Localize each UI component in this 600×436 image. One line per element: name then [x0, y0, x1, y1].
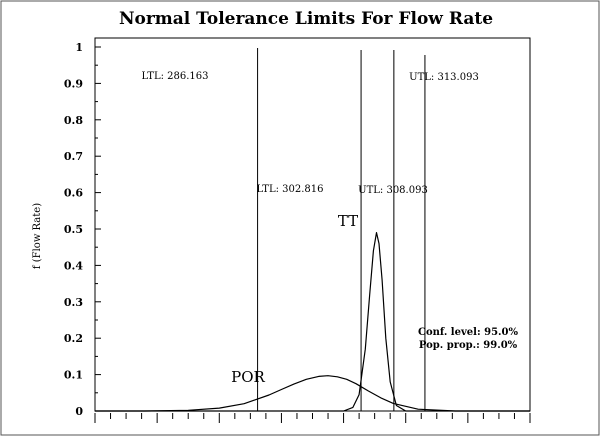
- y-tick-label: 0.5: [64, 223, 83, 236]
- tolerance-limit-label: LTL: 302.816: [256, 184, 323, 195]
- y-axis-label: f (Flow Rate): [32, 203, 43, 269]
- y-tick-label: 0.8: [64, 114, 83, 127]
- series-tt-label: TT: [338, 212, 358, 230]
- y-tick-label: 0.4: [64, 259, 83, 272]
- y-tick-label: 0: [75, 405, 83, 418]
- y-axis-ticks: 0 0.1 0.2 0.3 0.4 0.5 0.6 0.7 0.8 0.9 1: [64, 41, 101, 418]
- conf-level-annotation: Conf. level: 95.0%: [418, 327, 518, 338]
- series-tt-curve: [95, 232, 530, 412]
- y-tick-label: 0.6: [64, 187, 83, 200]
- series-por-label: POR: [231, 368, 265, 386]
- y-tick-label: 0.7: [64, 150, 83, 163]
- y-tick-label: 0.1: [64, 369, 83, 382]
- pop-prop-annotation: Pop. prop.: 99.0%: [419, 340, 518, 351]
- chart-title: Normal Tolerance Limits For Flow Rate: [119, 9, 493, 29]
- y-tick-label: 1: [75, 41, 83, 54]
- y-tick-label: 0.3: [64, 296, 83, 309]
- tolerance-limits: LTL: 286.163 LTL: 302.816 UTL: 308.093 UTL:…: [141, 48, 479, 411]
- tolerance-limit-label: UTL: 308.093: [358, 185, 428, 196]
- series-group: POR TT: [95, 212, 530, 412]
- series-por-curve: [95, 375, 530, 412]
- tolerance-limit-label: LTL: 286.163: [141, 71, 208, 82]
- y-tick-label: 0.2: [64, 332, 83, 345]
- x-axis-ticks: [94, 413, 531, 423]
- y-tick-label: 0.9: [64, 77, 83, 90]
- tolerance-limit-label: UTL: 313.093: [409, 72, 479, 83]
